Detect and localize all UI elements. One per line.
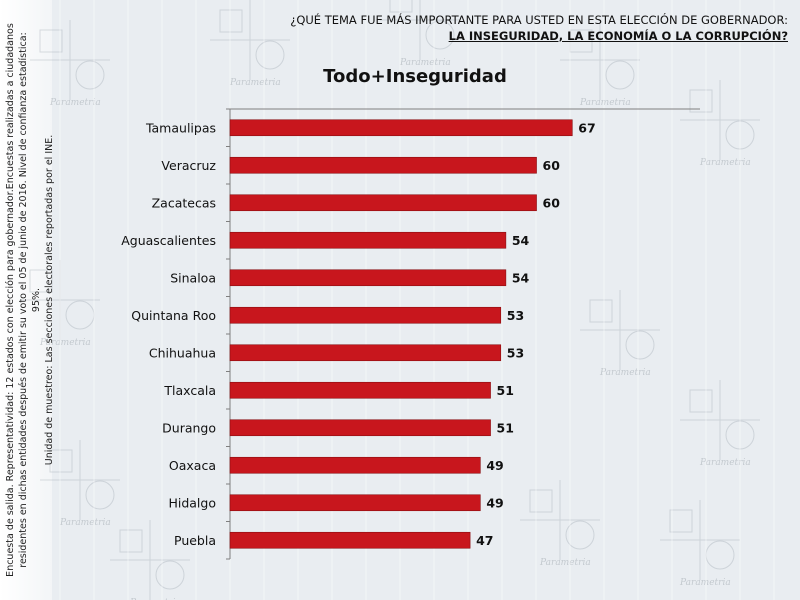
category-label: Sinaloa	[170, 270, 216, 285]
bar	[229, 381, 491, 399]
bar	[229, 494, 481, 512]
watermark-text: Parametria	[699, 158, 751, 168]
data-label: 51	[497, 420, 514, 435]
data-label: 54	[512, 270, 530, 285]
category-label: Durango	[162, 420, 216, 435]
bar	[229, 531, 471, 549]
bar	[229, 456, 481, 474]
bar	[229, 119, 573, 137]
data-label: 49	[486, 458, 503, 473]
category-label: Tamaulipas	[145, 120, 216, 135]
category-label: Puebla	[174, 533, 216, 548]
watermark-text: Parametria	[39, 338, 91, 348]
category-label: Veracruz	[161, 158, 216, 173]
data-label: 67	[578, 120, 595, 135]
pattern-cell: Parametria	[30, 20, 110, 108]
pattern-cell: Parametria	[210, 0, 290, 88]
pattern-cell: Parametria	[680, 380, 760, 468]
watermark-text: Parametria	[129, 598, 181, 600]
data-label: 53	[507, 308, 524, 323]
bar	[229, 231, 507, 249]
data-label: 51	[497, 383, 514, 398]
pattern-cell: Parametria	[580, 290, 660, 378]
watermark-text: Parametria	[539, 558, 591, 568]
bar	[229, 344, 502, 362]
pattern-cell: Parametria	[110, 520, 190, 600]
category-label: Quintana Roo	[131, 308, 216, 323]
pattern-cell: Parametria	[380, 0, 460, 68]
category-label: Zacatecas	[152, 195, 216, 210]
watermark-text: Parametria	[59, 518, 111, 528]
data-label: 54	[512, 233, 530, 248]
pattern-cell: Parametria	[40, 440, 120, 528]
watermark-text: Parametria	[699, 458, 751, 468]
category-label: Aguascalientes	[121, 233, 216, 248]
watermark-text: Parametria	[679, 578, 731, 588]
watermark-text: Parametria	[49, 98, 101, 108]
watermark-text: Parametria	[229, 78, 281, 88]
data-label: 60	[543, 195, 561, 210]
watermark-text: Parametria	[579, 98, 631, 108]
watermark-text: Parametria	[599, 368, 651, 378]
bar	[229, 194, 537, 212]
question-line-1: ¿QUÉ TEMA FUE MÁS IMPORTANTE PARA USTED …	[290, 13, 788, 27]
bar	[229, 306, 502, 324]
category-label: Oaxaca	[169, 458, 216, 473]
pattern-cell: Parametria	[520, 480, 600, 568]
chart-title: Todo+Inseguridad	[323, 66, 507, 87]
category-label: Tlaxcala	[163, 383, 216, 398]
data-label: 60	[543, 158, 561, 173]
bar	[229, 156, 537, 174]
question-line-2: LA INSEGURIDAD, LA ECONOMÍA O LA CORRUPC…	[448, 29, 788, 43]
data-label: 47	[476, 533, 493, 548]
watermark-text: Parametria	[399, 58, 451, 68]
bar	[229, 269, 507, 287]
side-strip	[0, 0, 52, 600]
data-label: 49	[486, 495, 503, 510]
category-label: Hidalgo	[168, 495, 216, 510]
pattern-cell: Parametria	[660, 500, 740, 588]
bar	[229, 419, 491, 437]
category-label: Chihuahua	[149, 345, 216, 360]
survey-question: ¿QUÉ TEMA FUE MÁS IMPORTANTE PARA USTED …	[228, 12, 788, 44]
data-label: 53	[507, 345, 524, 360]
